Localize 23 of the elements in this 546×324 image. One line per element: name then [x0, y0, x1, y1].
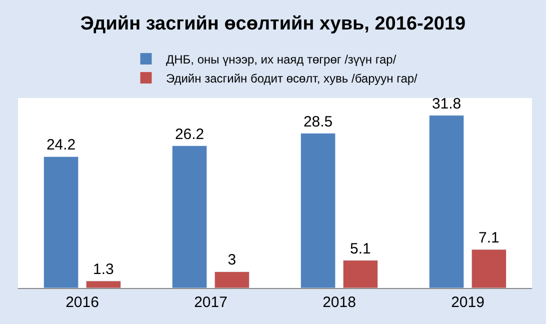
- data-label: 28.5: [303, 113, 333, 130]
- x-tick-label: 2017: [194, 294, 228, 311]
- data-label: 5.1: [350, 240, 371, 258]
- bar: [300, 133, 336, 288]
- bar: [86, 280, 122, 288]
- data-label: 7.1: [478, 229, 500, 246]
- legend-label: Эдийн засгийн бодит өсөлт, хувь /баруун гар/: [166, 71, 418, 86]
- bar: [342, 260, 378, 288]
- bar: [428, 115, 464, 288]
- bar: [214, 271, 250, 288]
- data-label: 3: [228, 252, 236, 269]
- chart-title: Эдийн засгийн өсөлтийн хувь, 2016-2019: [80, 14, 466, 34]
- bar: [172, 146, 208, 288]
- x-tick-label: 2018: [322, 294, 356, 311]
- legend-label: ДНБ, оны үнээр, их наяд төгрөг /зүүн гар/: [166, 52, 397, 66]
- x-tick-label: 2019: [451, 294, 484, 311]
- data-label: 24.2: [46, 136, 76, 154]
- data-label: 31.8: [432, 95, 462, 112]
- bar: [43, 156, 79, 288]
- data-label: 26.2: [174, 126, 204, 143]
- data-label: 1.3: [93, 260, 114, 278]
- x-tick-label: 2016: [66, 294, 99, 311]
- bar: [471, 249, 507, 288]
